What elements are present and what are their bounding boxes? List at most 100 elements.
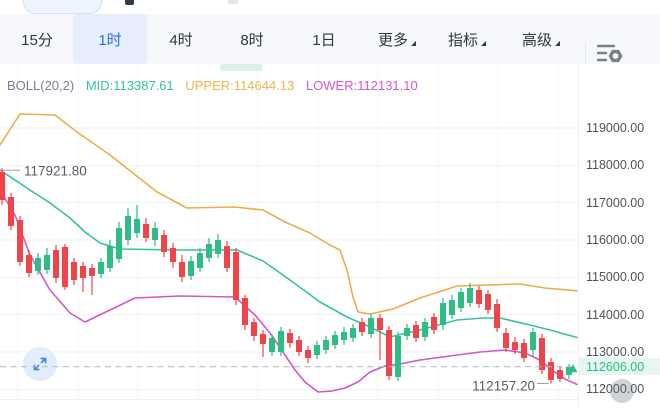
candle-body [44,255,50,271]
candle-body [422,321,428,337]
boll-band-upper [0,113,578,315]
candle-body [134,218,140,233]
expand-chart-button[interactable] [23,347,57,381]
candle-body [512,341,518,350]
axis-label-117000: 117000.00 [586,195,645,210]
candle-body [395,335,401,378]
candle-body [179,261,185,277]
cutoff-glyph-faint [228,0,238,4]
timeframe-label: 8时 [240,31,264,49]
boll-legend: BOLL(20,2) MID:113387.61 UPPER:114644.13… [7,78,426,93]
candle-body [98,261,104,275]
candle-body [548,362,554,380]
candle-body [89,267,95,276]
candle-body [215,239,221,254]
candle-body [224,246,230,268]
candle-body [107,246,113,268]
toolbar-divider [585,42,586,64]
menu-指标[interactable]: 指标 [448,14,487,64]
candle-body [314,344,320,355]
candle-body [53,250,59,279]
timeframe-tab-4时[interactable]: 4时 [157,14,205,64]
candle-body [323,340,329,350]
candle-body [161,234,167,252]
candle-body [485,293,491,310]
candle-body [296,340,302,352]
timeframe-tab-1日[interactable]: 1日 [302,14,346,64]
candle-body [440,302,446,326]
candle-body [8,196,14,226]
candle-body [350,327,356,338]
candle-body [62,246,68,288]
candle-body [521,343,527,359]
timeframe-tab-15分[interactable]: 15分 [10,14,64,64]
candle-body [368,317,374,335]
expand-arrows-icon [33,357,47,371]
candle-body [449,299,455,316]
candle-body [530,331,536,350]
candle-body [341,331,347,341]
boll-upper: UPPER:114644.13 [185,78,295,93]
candle-body [386,330,392,377]
candle-body [332,335,338,345]
dropdown-corner-icon [481,40,487,46]
candle-body [242,298,248,326]
candle-body [269,337,275,352]
menu-label: 更多 [378,31,409,49]
candle-body [125,215,131,240]
candle-body [377,317,383,331]
axis-handle-dot[interactable] [610,379,634,403]
candle-body [278,330,284,352]
menu-label: 指标 [448,31,479,49]
candle-body [557,369,563,379]
candlestick-chart[interactable]: 117921.80 112157.20 [0,64,578,408]
axis-label-119000: 119000.00 [586,121,645,135]
timeframe-label: 15分 [21,31,53,49]
menu-高级[interactable]: 高级 [522,14,561,64]
candle-body [206,243,212,258]
pill-fragment [23,0,102,14]
candle-body [251,321,257,336]
candle-body [80,265,86,279]
axis-label-113000: 113000.00 [586,344,645,359]
indicator-settings-icon[interactable] [597,42,625,66]
candle-body [143,223,149,238]
boll-band-mid [0,169,578,339]
high-price-label: 117921.80 [24,163,87,178]
candle-body [233,251,239,300]
candle-body [404,327,410,336]
timeframe-label: 1日 [312,31,336,49]
candle-body [116,228,122,260]
candle-body [566,366,572,375]
last-price-arrow-icon [568,364,578,373]
last-price-label: 112606.00 [579,358,660,376]
candle-body [71,261,77,280]
dropdown-corner-icon [555,40,561,46]
menu-更多[interactable]: 更多 [378,14,417,64]
axis-label-115000: 115000.00 [586,270,645,285]
candle-body [152,228,158,240]
cutoff-glyph [125,0,134,5]
low-price-label: 112157.20 [472,378,535,393]
candle-body [359,321,365,332]
timeframe-label: 4时 [169,31,193,49]
candle-body [503,332,509,349]
candle-body [539,337,545,370]
candle-body [431,316,437,331]
boll-mid: MID:113387.61 [85,78,174,93]
top-strip-partial-row [0,0,660,14]
candle-body [305,349,311,359]
timeframe-tab-1时[interactable]: 1时 [73,14,147,64]
axis-label-118000: 118000.00 [586,158,645,173]
timeframe-tab-8时[interactable]: 8时 [228,14,276,64]
candle-body [476,289,482,304]
boll-band-lower [0,189,578,393]
candle-body [467,288,473,303]
candle-body [260,334,266,345]
candle-body [17,219,23,262]
candle-body [287,332,293,344]
candle-body [170,247,176,262]
price-axis[interactable]: 119000.00 118000.00 117000.00 116000.00 1150… [578,64,660,408]
candle-body [494,303,500,328]
